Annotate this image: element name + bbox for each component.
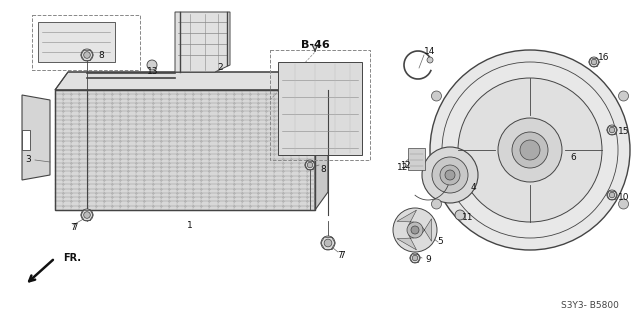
Circle shape: [411, 226, 419, 234]
Polygon shape: [55, 72, 328, 90]
Polygon shape: [397, 210, 417, 225]
Polygon shape: [315, 72, 328, 210]
Circle shape: [512, 132, 548, 168]
Text: 16: 16: [598, 54, 610, 63]
Polygon shape: [22, 95, 50, 180]
Circle shape: [618, 199, 628, 209]
Circle shape: [427, 57, 433, 63]
Text: 7: 7: [339, 251, 345, 261]
Circle shape: [410, 253, 420, 263]
Text: 1: 1: [187, 220, 193, 229]
Circle shape: [520, 140, 540, 160]
Circle shape: [81, 209, 93, 221]
Polygon shape: [175, 12, 230, 72]
Circle shape: [147, 60, 157, 70]
Circle shape: [431, 199, 442, 209]
Text: 6: 6: [570, 153, 576, 162]
Polygon shape: [422, 219, 431, 241]
Circle shape: [324, 239, 332, 247]
Polygon shape: [278, 62, 362, 155]
Text: 3: 3: [25, 155, 31, 165]
Text: 7: 7: [337, 250, 342, 259]
Circle shape: [607, 125, 617, 135]
Circle shape: [498, 118, 562, 182]
Circle shape: [84, 212, 90, 218]
Circle shape: [81, 49, 93, 61]
Text: B-46: B-46: [301, 40, 330, 50]
Text: 7: 7: [72, 222, 77, 232]
Text: 12: 12: [400, 160, 410, 169]
Text: 5: 5: [437, 238, 443, 247]
Circle shape: [431, 91, 442, 101]
Polygon shape: [22, 130, 30, 150]
Circle shape: [609, 192, 615, 198]
Circle shape: [321, 236, 335, 250]
Circle shape: [305, 160, 315, 170]
Circle shape: [407, 222, 423, 238]
Circle shape: [430, 50, 630, 250]
Text: 8: 8: [320, 166, 326, 174]
Text: 7: 7: [70, 224, 76, 233]
Text: 13: 13: [147, 68, 159, 77]
Text: 10: 10: [618, 194, 630, 203]
Text: 2: 2: [217, 63, 223, 72]
Polygon shape: [55, 90, 315, 210]
Text: S3Y3- B5800: S3Y3- B5800: [561, 300, 619, 309]
Text: FR.: FR.: [63, 253, 81, 263]
Circle shape: [591, 59, 596, 65]
Polygon shape: [38, 22, 115, 62]
Text: 9: 9: [425, 256, 431, 264]
Text: 12: 12: [397, 164, 409, 173]
Polygon shape: [397, 235, 417, 250]
Text: 14: 14: [424, 48, 436, 56]
Polygon shape: [408, 148, 425, 170]
Circle shape: [432, 157, 468, 193]
Circle shape: [84, 52, 90, 58]
Text: 15: 15: [618, 128, 630, 137]
Text: 4: 4: [470, 183, 476, 192]
Circle shape: [393, 208, 437, 252]
Circle shape: [618, 91, 628, 101]
Circle shape: [609, 127, 615, 133]
Circle shape: [607, 190, 617, 200]
Circle shape: [445, 170, 455, 180]
Text: 11: 11: [462, 213, 474, 222]
Circle shape: [422, 147, 478, 203]
Circle shape: [458, 78, 602, 222]
Circle shape: [412, 255, 418, 261]
Circle shape: [455, 210, 465, 220]
Circle shape: [589, 57, 599, 67]
Circle shape: [307, 162, 313, 168]
Text: 8: 8: [98, 50, 104, 60]
Circle shape: [440, 165, 460, 185]
